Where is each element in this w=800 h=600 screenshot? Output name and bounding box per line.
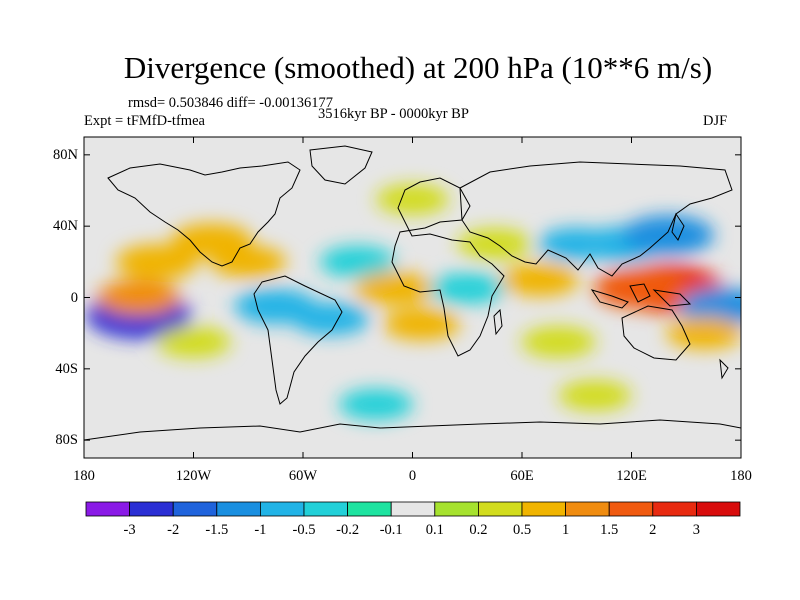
colorbar-swatch [129, 501, 174, 517]
lat-tick-label: 40N [53, 218, 78, 235]
lon-tick-label: 180 [73, 468, 95, 484]
lon-tick-label: 120W [175, 468, 212, 484]
stats-label: rmsd= 0.503846 diff= -0.00136177 [128, 95, 333, 111]
field-blob [291, 302, 370, 336]
coastline-asia [459, 161, 733, 277]
coastline-north-america [107, 161, 301, 267]
lon-tick-label: 60W [288, 468, 318, 484]
colorbar-label: 0.2 [469, 522, 488, 538]
field-layer [86, 184, 741, 421]
lon-tick-label: 60E [510, 468, 534, 484]
field-blob [210, 245, 287, 278]
colorbar-label: 1 [561, 522, 570, 538]
coastline-antarctica [84, 419, 741, 458]
field-blob [457, 228, 532, 260]
coastline-europe-africa [391, 177, 505, 357]
coastline-maritime-continent [590, 283, 692, 309]
field-blob [96, 279, 181, 316]
colorbar-swatch [303, 501, 348, 517]
lon-tick-label: 0 [408, 468, 417, 484]
colorbar-swatch [85, 501, 130, 517]
lat-tick-label: 0 [70, 289, 78, 306]
lat-tick-label: 40S [55, 360, 78, 377]
coastline-australia [621, 305, 691, 361]
colorbar-swatch [608, 501, 654, 517]
colorbar-swatch [652, 501, 697, 517]
colorbar-swatch [477, 501, 523, 517]
lat-tick-label: 80S [55, 432, 78, 449]
field-blob [521, 326, 596, 358]
colorbar-swatch [521, 501, 566, 517]
colorbar-swatch [172, 501, 218, 517]
colorbar-swatch [390, 501, 436, 517]
colorbar-label: 2 [649, 522, 657, 538]
colorbar-label: 0.5 [512, 522, 532, 538]
coastline-new-zealand [719, 358, 729, 380]
lon-tick-label: 180 [730, 468, 752, 484]
experiment-label: Expt = tFMfD-tfmea [84, 113, 205, 129]
colorbar-swatch [216, 501, 261, 517]
field-blob [156, 326, 231, 358]
coastline-greenland [309, 145, 373, 185]
field-blob [666, 317, 741, 350]
colorbar-label: 3 [692, 522, 701, 538]
colorbar-label: -1.5 [205, 522, 229, 538]
field-blob [376, 184, 449, 215]
colorbar-swatch [434, 501, 479, 517]
colorbar-label: -0.2 [336, 522, 360, 538]
colorbar-label: 1.5 [600, 522, 619, 538]
field-blob [383, 308, 460, 341]
colorbar-label: -0.1 [379, 522, 403, 538]
colorbar-label: -1 [254, 522, 267, 538]
coastlines [84, 145, 741, 458]
lon-tick-label: 120E [616, 468, 647, 484]
colorbar-label: -0.5 [292, 522, 316, 538]
colorbar-label: -3 [123, 522, 136, 538]
map-title: Divergence (smoothed) at 200 hPa (10**6 … [123, 50, 713, 85]
coastline-south-america [253, 275, 343, 405]
coastline-japan [671, 212, 685, 241]
field-blob [558, 380, 632, 411]
colorbar-swatch [696, 501, 741, 517]
colorbar-label: -2 [167, 522, 180, 538]
colorbar-label: 0.1 [425, 522, 444, 538]
field-blob [622, 215, 714, 256]
lat-tick-label: 80N [53, 146, 78, 163]
colorbar-swatch [347, 501, 392, 517]
colorbar-swatch [259, 501, 305, 517]
field-blob [501, 263, 580, 297]
field-blob [319, 245, 396, 278]
field-blob [338, 388, 414, 421]
period-label: 3516kyr BP - 0000kyr BP [318, 106, 469, 122]
field-blob [593, 268, 688, 309]
field-blob [354, 271, 434, 306]
coastline-madagascar [493, 308, 503, 336]
field-blob [679, 287, 741, 326]
colorbar [85, 501, 741, 517]
axis-ticks [83, 137, 742, 458]
colorbar-swatch [565, 501, 610, 517]
field-blob [115, 244, 199, 280]
season-label: DJF [703, 113, 728, 129]
field-blob [430, 272, 505, 305]
